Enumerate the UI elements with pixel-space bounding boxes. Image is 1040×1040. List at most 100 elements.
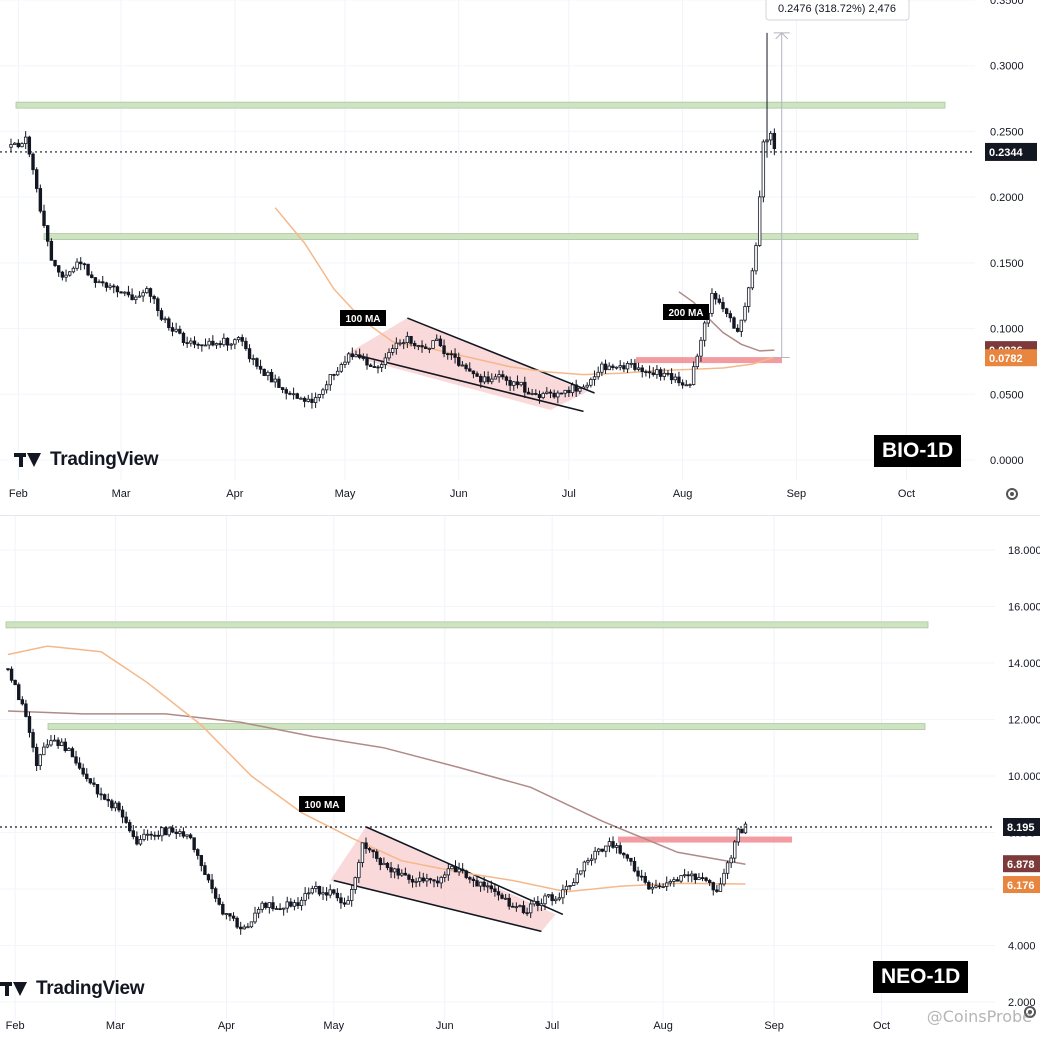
candle-down: [156, 298, 160, 311]
chart-settings-icon[interactable]: [1006, 488, 1018, 500]
bio-chart-canvas[interactable]: Feb Mar Apr May Jun Jul Aug Sep Oct 0.0000 0.0500 0…: [0, 0, 1040, 516]
candle-down: [715, 889, 719, 892]
candle-up: [174, 328, 178, 332]
candle-down: [511, 905, 515, 908]
candle-down: [153, 834, 157, 837]
candle-down: [46, 225, 50, 242]
neo-chart-canvas[interactable]: FebMarAprMayJunJulAugSepOct2.0004.0006.0…: [0, 516, 1040, 1040]
ma-200-tag-box: [663, 304, 709, 320]
candle-up: [108, 285, 112, 288]
candle-up: [328, 889, 332, 896]
candle-down: [101, 281, 105, 284]
candle-up: [684, 384, 688, 387]
candle-down: [636, 870, 640, 877]
candle-down: [185, 342, 189, 344]
candle-up: [274, 908, 279, 910]
candle-down: [464, 364, 468, 370]
candle-up: [321, 892, 325, 895]
candle-down: [523, 381, 527, 393]
candle-down: [707, 880, 712, 883]
candle-up: [414, 880, 418, 883]
candle-up: [207, 340, 211, 346]
candle-down: [218, 343, 222, 346]
candle-down: [130, 294, 134, 301]
candle-up: [394, 342, 399, 349]
candle-down: [732, 317, 736, 329]
candle-down: [504, 376, 509, 381]
candle-up: [528, 903, 533, 914]
candle-down: [460, 868, 465, 872]
symbol-badge-bio: BIO-1D: [874, 435, 962, 467]
candle-up: [733, 841, 737, 859]
candle-down: [332, 889, 336, 894]
candle-down: [17, 684, 21, 701]
ma-100-line: [7, 645, 746, 893]
candle-down: [262, 368, 266, 376]
tradingview-brand-text: TradingView: [50, 449, 159, 470]
candle-up: [539, 903, 544, 907]
candle-down: [112, 285, 116, 288]
candle-down: [420, 345, 424, 348]
resistance-zone: [47, 723, 926, 730]
candle-down: [376, 366, 380, 369]
candle-up: [145, 288, 149, 294]
candle-down: [181, 831, 186, 837]
y-tick-label: 10.000: [1008, 771, 1040, 783]
candle-down: [34, 746, 39, 767]
candle-down: [240, 337, 244, 342]
candle-down: [389, 867, 393, 873]
candle-up: [486, 885, 490, 888]
candle-up: [354, 354, 358, 358]
candle-up: [123, 291, 127, 294]
candle-down: [332, 374, 336, 376]
candle-down: [515, 381, 520, 386]
candle-down: [479, 375, 483, 383]
candle-up: [425, 878, 429, 882]
candle-up: [382, 862, 386, 866]
candle-down: [501, 374, 505, 378]
candle-down: [271, 902, 275, 910]
candle-down: [178, 328, 182, 334]
candle-up: [142, 833, 146, 840]
candle-down: [85, 773, 89, 780]
candle-down: [231, 915, 236, 919]
candle-up: [592, 376, 597, 380]
candle-down: [93, 277, 98, 283]
candle-up: [750, 270, 755, 289]
candle-down: [6, 668, 10, 671]
candle-down: [92, 782, 96, 785]
candle-down: [24, 703, 28, 717]
candle-up: [690, 873, 694, 877]
candle-up: [579, 870, 583, 875]
y-tick-label: 0.0000: [990, 455, 1024, 467]
candle-down: [221, 903, 225, 915]
candle-up: [360, 842, 365, 863]
candle-down: [713, 292, 718, 300]
ma-200-value-tag: [1003, 855, 1040, 873]
candle-down: [740, 828, 744, 834]
candle-up: [563, 389, 567, 394]
candle-up: [167, 827, 171, 836]
candle-up: [317, 394, 321, 399]
wedge-upper-trendline: [365, 826, 564, 916]
candle-up: [460, 364, 465, 367]
candle-up: [233, 339, 237, 345]
candle-up: [443, 874, 447, 878]
candle-up: [383, 357, 388, 365]
candle-down: [704, 877, 708, 881]
candle-down: [647, 371, 652, 374]
candle-down: [211, 340, 215, 346]
candle-down: [647, 881, 651, 890]
x-tick-label: Apr: [226, 488, 243, 500]
candle-down: [131, 830, 135, 838]
candle-up: [23, 136, 28, 144]
candle-down: [371, 849, 375, 853]
candle-down: [711, 882, 715, 891]
candle-down: [210, 879, 214, 890]
bio-chart-panel[interactable]: Feb Mar Apr May Jun Jul Aug Sep Oct 0.0000 0.0500 0…: [0, 0, 1040, 516]
candle-down: [117, 802, 121, 811]
chart-settings-icon[interactable]: [1024, 1006, 1036, 1018]
candle-down: [70, 748, 75, 758]
neo-chart-panel[interactable]: FebMarAprMayJunJulAugSepOct2.0004.0006.0…: [0, 516, 1040, 1040]
candle-down: [424, 346, 428, 349]
